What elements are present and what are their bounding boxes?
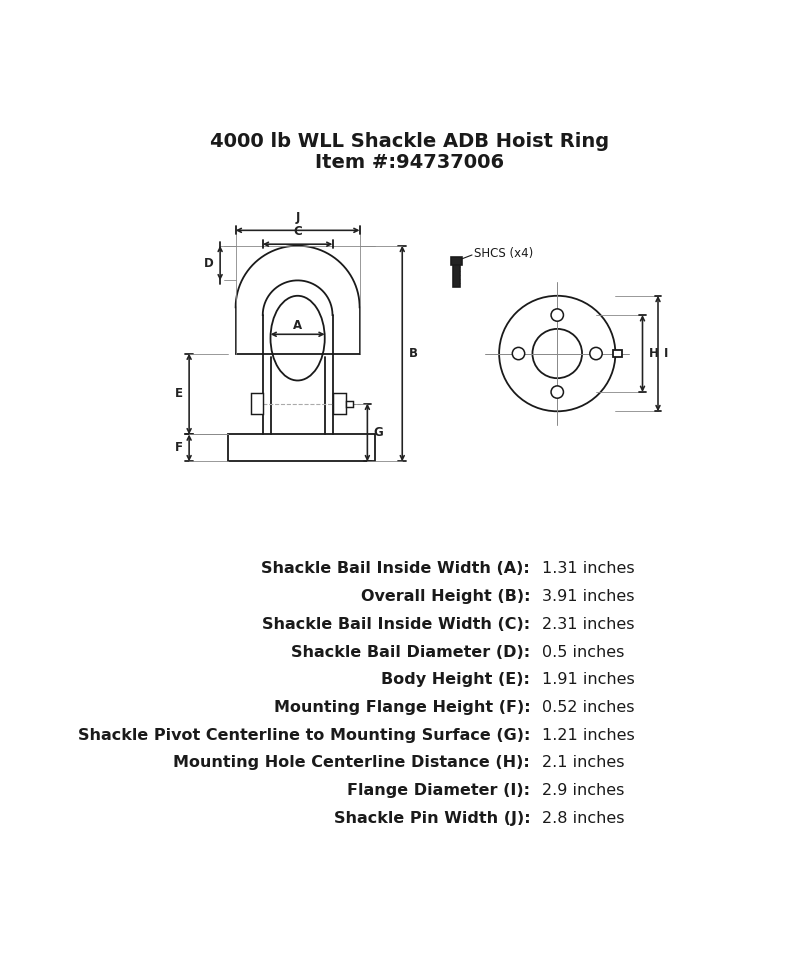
Text: A: A <box>293 319 302 332</box>
Circle shape <box>551 386 563 398</box>
Text: 2.1 inches: 2.1 inches <box>542 755 624 770</box>
Text: 3.91 inches: 3.91 inches <box>542 590 634 604</box>
Text: Shackle Bail Inside Width (A):: Shackle Bail Inside Width (A): <box>262 562 530 576</box>
Text: 1.31 inches: 1.31 inches <box>542 562 634 576</box>
Bar <box>613 349 622 357</box>
Text: E: E <box>175 388 183 400</box>
Text: G: G <box>374 426 383 439</box>
Text: Item #:94737006: Item #:94737006 <box>315 153 505 172</box>
Text: J: J <box>295 211 300 224</box>
Text: 0.5 inches: 0.5 inches <box>542 645 624 659</box>
Text: F: F <box>175 441 183 455</box>
Text: Mounting Flange Height (F):: Mounting Flange Height (F): <box>274 700 530 715</box>
Text: B: B <box>409 347 418 360</box>
Text: 1.91 inches: 1.91 inches <box>542 673 634 687</box>
Text: Shackle Pivot Centerline to Mounting Surface (G):: Shackle Pivot Centerline to Mounting Sur… <box>78 727 530 743</box>
Text: 4000 lb WLL Shackle ADB Hoist Ring: 4000 lb WLL Shackle ADB Hoist Ring <box>210 132 610 151</box>
Circle shape <box>512 347 525 360</box>
Text: SHCS (x4): SHCS (x4) <box>474 247 533 260</box>
Text: Mounting Hole Centerline Distance (H):: Mounting Hole Centerline Distance (H): <box>174 755 530 770</box>
Text: Shackle Bail Diameter (D):: Shackle Bail Diameter (D): <box>291 645 530 659</box>
Text: 2.8 inches: 2.8 inches <box>542 811 624 826</box>
Bar <box>333 392 346 414</box>
Bar <box>451 257 462 265</box>
Text: Shackle Bail Inside Width (C):: Shackle Bail Inside Width (C): <box>262 617 530 632</box>
Text: D: D <box>204 256 214 270</box>
Text: Shackle Pin Width (J):: Shackle Pin Width (J): <box>334 811 530 826</box>
Bar <box>228 434 375 461</box>
Text: H: H <box>649 347 658 360</box>
Bar <box>251 392 262 414</box>
Text: 2.9 inches: 2.9 inches <box>542 783 624 798</box>
Text: 2.31 inches: 2.31 inches <box>542 617 634 632</box>
Text: C: C <box>294 225 302 238</box>
Text: Flange Diameter (I):: Flange Diameter (I): <box>347 783 530 798</box>
Text: I: I <box>664 347 669 360</box>
Text: 1.21 inches: 1.21 inches <box>542 727 634 743</box>
Text: Overall Height (B):: Overall Height (B): <box>361 590 530 604</box>
Circle shape <box>551 309 563 322</box>
Bar <box>453 265 460 286</box>
Circle shape <box>590 347 602 360</box>
Bar <box>346 401 353 407</box>
Text: 0.52 inches: 0.52 inches <box>542 700 634 715</box>
Text: Body Height (E):: Body Height (E): <box>382 673 530 687</box>
